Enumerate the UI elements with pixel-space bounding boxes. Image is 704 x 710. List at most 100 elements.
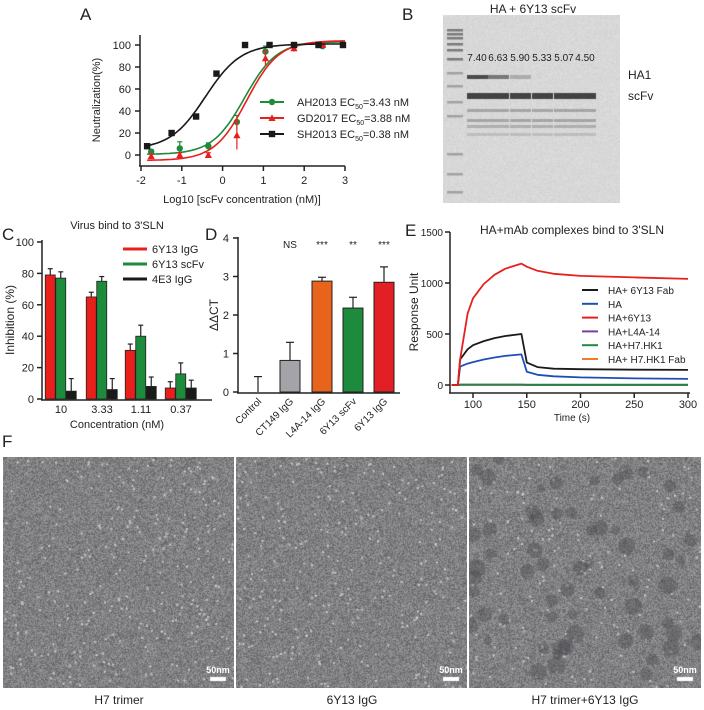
y-tick-label: 0 (437, 381, 443, 392)
data-point (315, 42, 321, 48)
significance-label: *** (378, 240, 390, 251)
data-point (177, 145, 183, 151)
em-caption: 6Y13 IgG (327, 693, 378, 707)
x-tick-label: 200 (571, 399, 589, 411)
bar (45, 275, 55, 399)
y-tick-label: 60 (22, 300, 34, 312)
y-tick-label: 0 (125, 150, 131, 162)
significance-label: NS (283, 240, 297, 251)
bar (56, 278, 66, 399)
significance-label: *** (316, 240, 328, 251)
bar (97, 281, 107, 399)
panel-letter-B: B (402, 5, 413, 24)
bar (280, 360, 300, 392)
band-label-scfv: scFv (628, 89, 653, 103)
data-point (291, 42, 297, 48)
x-tick-label: 10 (55, 404, 67, 416)
panel-letter-F: F (2, 432, 12, 451)
x-tick-label: 1 (260, 175, 266, 187)
lane-label: 4.50 (575, 53, 595, 64)
gel-title: HA + 6Y13 scFv (490, 2, 576, 16)
panel-letter-E: E (405, 221, 416, 240)
y-axis-label: Inhibition (%) (3, 285, 17, 355)
x-tick-label: Control (234, 396, 265, 427)
panel-letter-A: A (80, 5, 92, 24)
legend-label: SH2013 EC50=0.38 nM (297, 129, 409, 143)
data-point (213, 70, 219, 76)
legend-label: HA+ 6Y13 Fab (608, 286, 674, 297)
scale-bar-label: 50nm (673, 665, 697, 675)
lane-label: 7.40 (467, 53, 487, 64)
significance-label: ** (349, 240, 357, 251)
data-point (168, 130, 174, 136)
x-tick-label: 250 (625, 399, 643, 411)
y-tick-label: 4 (223, 233, 229, 245)
y-tick-label: 20 (119, 128, 131, 140)
panel-letter-D: D (205, 225, 217, 244)
bar (86, 297, 96, 399)
legend-label: 6Y13 IgG (152, 244, 198, 256)
y-axis-label: Neutralization(%) (91, 58, 103, 142)
y-axis-label: Response Unit (407, 272, 421, 351)
legend-label: 6Y13 scFv (152, 259, 204, 271)
bar (66, 391, 76, 399)
x-axis-label: Time (s) (554, 413, 590, 424)
bar (125, 350, 135, 399)
y-tick-label: 40 (119, 106, 131, 118)
x-tick-label: 3 (342, 175, 348, 187)
y-tick-label: 1500 (421, 228, 444, 239)
x-tick-label: 1.11 (131, 404, 152, 416)
panel-letter-C: C (2, 225, 14, 244)
data-point (193, 113, 199, 119)
bar (343, 308, 363, 392)
y-tick-label: 100 (113, 40, 131, 52)
x-tick-label: 100 (464, 399, 482, 411)
legend-label: HA (608, 300, 622, 311)
y-axis-label: ΔΔCT (207, 298, 221, 331)
x-tick-label: 150 (518, 399, 536, 411)
bar (374, 282, 394, 392)
y-tick-label: 0 (28, 394, 34, 406)
x-tick-label: -2 (136, 175, 146, 187)
legend-label: HA+6Y13 (608, 314, 652, 325)
bar (107, 390, 117, 399)
legend-marker (269, 131, 275, 137)
x-tick-label: 6Y13 IgG (352, 396, 390, 434)
legend-label: GD2017 EC50=3.88 nM (297, 113, 410, 127)
x-tick-label: 300 (679, 399, 697, 411)
y-tick-label: 3 (223, 272, 229, 284)
series-line (452, 264, 689, 385)
data-point (242, 42, 248, 48)
em-caption: H7 trimer+6Y13 IgG (531, 693, 638, 707)
y-tick-label: 80 (119, 62, 131, 74)
legend-label: HA+H7.HK1 (608, 341, 663, 352)
chart-title: HA+mAb complexes bind to 3'SLN (480, 223, 664, 237)
data-point (233, 132, 240, 139)
x-axis-label: Concentration (nM) (70, 419, 164, 431)
bar (176, 374, 186, 399)
x-tick-label: 2 (301, 175, 307, 187)
legend-label: AH2013 EC50=3.43 nM (297, 97, 409, 111)
scale-bar-label: 50nm (206, 665, 230, 675)
band-label-ha1: HA1 (628, 68, 652, 82)
lane-label: 5.90 (510, 53, 530, 64)
bar (136, 336, 146, 399)
legend-label: HA+L4A-14 (608, 327, 660, 338)
y-tick-label: 60 (119, 84, 131, 96)
scale-bar-label: 50nm (439, 665, 463, 675)
x-axis-label: Log10 [scFv concentration (nM)] (163, 194, 321, 206)
x-tick-label: 0.37 (170, 404, 191, 416)
chart-title: Virus bind to 3'SLN (70, 220, 164, 232)
legend-label: 4E3 IgG (152, 274, 192, 286)
bar (186, 388, 196, 399)
y-tick-label: 40 (22, 331, 34, 343)
lane-label: 6.63 (488, 53, 508, 64)
y-tick-label: 0 (223, 387, 229, 399)
lane-label: 5.33 (532, 53, 552, 64)
x-tick-label: -1 (177, 175, 187, 187)
y-tick-label: 100 (16, 237, 34, 249)
x-tick-label: 3.33 (91, 404, 112, 416)
legend-label: HA+ H7.HK1 Fab (608, 355, 686, 366)
